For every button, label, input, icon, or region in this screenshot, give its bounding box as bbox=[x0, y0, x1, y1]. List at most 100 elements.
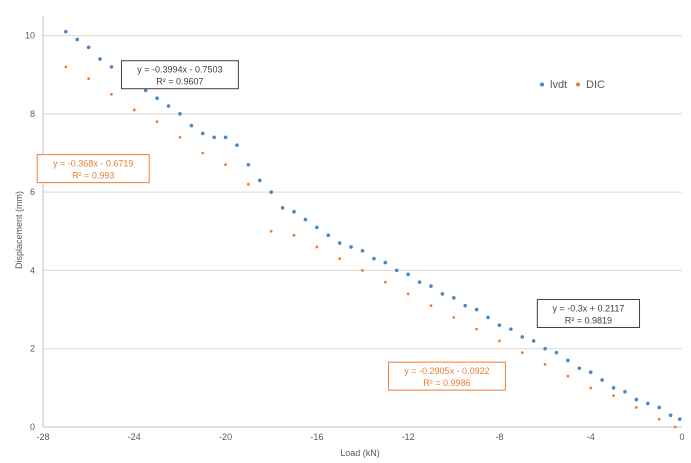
data-point-dic bbox=[269, 229, 273, 233]
trendline-equation: y = -0.368x - 0.6719 bbox=[53, 159, 133, 169]
data-point-dic bbox=[87, 77, 91, 81]
legend-marker bbox=[540, 82, 544, 87]
data-point-lvdt bbox=[440, 292, 445, 296]
data-point-lvdt bbox=[235, 143, 239, 147]
data-point-dic bbox=[201, 151, 205, 155]
trendline-r-squared: R² = 0.9607 bbox=[156, 77, 203, 87]
data-point-lvdt bbox=[577, 366, 582, 371]
data-point-dic bbox=[292, 233, 296, 237]
data-point-dic bbox=[475, 327, 479, 331]
axes bbox=[42, 16, 682, 428]
data-point-lvdt bbox=[75, 37, 80, 42]
data-point-dic bbox=[110, 92, 113, 96]
data-point-lvdt bbox=[360, 249, 365, 253]
data-point-lvdt bbox=[349, 245, 353, 249]
data-point-lvdt bbox=[246, 162, 251, 167]
data-point-lvdt bbox=[497, 323, 502, 328]
x-axis-title: Load (kN) bbox=[340, 448, 380, 458]
data-point-lvdt bbox=[303, 217, 308, 222]
data-point-lvdt bbox=[417, 280, 422, 284]
data-point-lvdt bbox=[280, 206, 285, 210]
data-point-dic bbox=[406, 292, 410, 296]
data-point-dic bbox=[383, 280, 387, 284]
trendline-equation-box: y = -0.2905x - 0.0922 R² = 0.9986 bbox=[387, 361, 506, 391]
data-point-lvdt bbox=[212, 135, 216, 140]
x-tick-labels: -28 -24 -20 -16 -12 -8 -4 0 bbox=[36, 432, 684, 442]
y-axis-title: Displacement (mm) bbox=[14, 191, 24, 269]
data-point-lvdt bbox=[486, 315, 490, 320]
data-point-lvdt bbox=[269, 190, 274, 194]
data-point-lvdt bbox=[645, 401, 650, 406]
data-point-lvdt bbox=[554, 350, 559, 355]
data-point-lvdt bbox=[315, 225, 319, 230]
data-point-lvdt bbox=[668, 413, 673, 418]
data-point-lvdt bbox=[474, 307, 479, 312]
series-lvdt bbox=[64, 29, 682, 421]
data-point-lvdt bbox=[634, 397, 639, 402]
data-point-lvdt bbox=[189, 123, 194, 128]
data-point-dic bbox=[520, 351, 524, 355]
data-point-lvdt bbox=[166, 104, 171, 108]
x-tick-label: -16 bbox=[310, 432, 323, 442]
data-point-lvdt bbox=[200, 131, 205, 136]
equation-box-border bbox=[36, 154, 150, 184]
y-tick-label: 0 bbox=[30, 422, 35, 432]
data-point-lvdt bbox=[463, 303, 467, 308]
data-point-lvdt bbox=[588, 370, 593, 375]
legend-label: lvdt bbox=[550, 79, 567, 91]
data-point-lvdt bbox=[509, 327, 513, 331]
x-tick-label: -8 bbox=[495, 432, 503, 442]
data-point-lvdt bbox=[429, 284, 433, 288]
y-tick-labels: 0 2 4 6 8 10 bbox=[25, 31, 35, 432]
data-point-lvdt bbox=[143, 88, 148, 93]
y-tick-label: 4 bbox=[30, 265, 35, 275]
data-point-dic bbox=[246, 182, 250, 186]
data-point-dic bbox=[634, 406, 638, 409]
trendline-r-squared: R² = 0.9986 bbox=[423, 378, 470, 388]
trendline-equation: y = -0.2905x - 0.0922 bbox=[404, 366, 489, 376]
data-point-dic bbox=[178, 135, 182, 139]
data-point-lvdt bbox=[337, 241, 342, 245]
trendline-equation-box: y = -0.3994x - 0.7503 R² = 0.9607 bbox=[120, 60, 239, 90]
y-tick-label: 6 bbox=[30, 187, 35, 197]
data-point-lvdt bbox=[531, 339, 536, 343]
data-point-dic bbox=[543, 362, 547, 366]
data-point-lvdt bbox=[155, 96, 159, 100]
data-point-lvdt bbox=[64, 29, 68, 34]
x-tick-label: -28 bbox=[36, 432, 49, 442]
data-point-lvdt bbox=[178, 112, 182, 116]
trendline-equation: y = -0.3994x - 0.7503 bbox=[137, 65, 222, 75]
y-tick-label: 10 bbox=[25, 31, 35, 41]
data-point-dic bbox=[429, 304, 433, 308]
legend: lvdt DIC bbox=[540, 79, 605, 91]
data-point-dic bbox=[498, 339, 501, 343]
trendline-r-squared: R² = 0.9819 bbox=[565, 315, 612, 325]
data-point-lvdt bbox=[406, 272, 410, 277]
y-tick-label: 2 bbox=[30, 344, 35, 354]
data-point-lvdt bbox=[372, 256, 376, 261]
data-point-dic bbox=[673, 425, 677, 429]
data-point-lvdt bbox=[109, 65, 114, 69]
equation-box-border bbox=[387, 361, 506, 391]
data-point-lvdt bbox=[326, 233, 331, 237]
trendline-r-squared: R² = 0.993 bbox=[72, 171, 114, 181]
data-point-dic bbox=[361, 269, 364, 272]
data-point-dic bbox=[589, 386, 593, 390]
data-point-lvdt bbox=[98, 57, 102, 61]
data-point-dic bbox=[338, 257, 342, 261]
data-point-dic bbox=[224, 163, 227, 167]
data-point-lvdt bbox=[623, 389, 627, 394]
y-tick-label: 8 bbox=[30, 109, 35, 119]
data-point-lvdt bbox=[86, 45, 91, 50]
data-point-dic bbox=[452, 316, 456, 319]
trendline-equation-box: y = -0.368x - 0.6719 R² = 0.993 bbox=[36, 154, 150, 184]
x-tick-label: -12 bbox=[402, 432, 415, 442]
equation-box-border bbox=[536, 298, 641, 328]
legend-label: DIC bbox=[586, 79, 605, 91]
equation-box-border bbox=[120, 60, 239, 90]
trendline-equation: y = -0.3x + 0.2117 bbox=[552, 303, 624, 313]
data-point-lvdt bbox=[566, 358, 570, 363]
data-point-dic bbox=[64, 65, 68, 69]
data-point-lvdt bbox=[451, 296, 456, 300]
